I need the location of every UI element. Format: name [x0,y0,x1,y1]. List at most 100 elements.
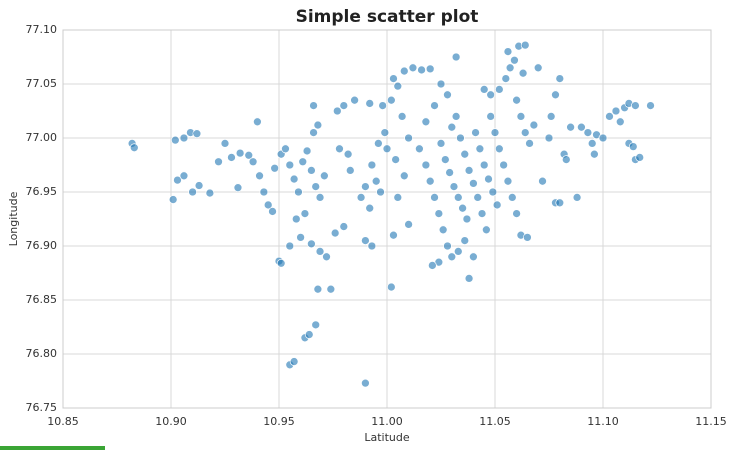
point [520,40,530,50]
x-tick-label: 10.95 [263,415,295,428]
point [482,225,491,235]
point [361,378,370,388]
point [544,133,554,143]
point [486,90,496,100]
point [415,144,424,154]
point [583,128,593,137]
point [449,182,459,191]
point [386,282,396,292]
point [572,193,582,202]
point [430,193,439,202]
point [253,117,262,127]
point [510,55,519,65]
point [503,47,513,56]
x-tick-label: 11.15 [695,415,727,428]
plot-frame [62,29,712,409]
point [490,128,500,137]
point [605,112,614,121]
point [436,79,446,89]
point [479,85,489,94]
point [518,68,528,78]
point [179,133,189,143]
point [397,112,407,121]
point [367,160,377,170]
point [404,133,413,143]
point [512,209,521,218]
point [447,252,457,262]
point [538,176,547,186]
point [173,175,182,185]
point [281,144,290,154]
point [393,81,403,91]
point [587,139,597,148]
point [451,52,461,62]
point [438,225,448,235]
point [302,146,312,156]
point [453,247,463,256]
point [380,128,390,137]
point [464,166,474,175]
point [304,330,314,339]
point [365,99,375,108]
point [503,176,513,186]
point [494,144,504,154]
point [408,63,418,73]
point [451,112,461,121]
point [425,176,435,186]
point [365,203,375,213]
point [520,128,530,137]
point [460,236,470,245]
point [389,230,398,240]
point [233,183,243,193]
point [525,139,534,148]
point [488,187,498,197]
point [294,187,303,197]
point [443,241,452,251]
point [611,106,621,116]
point [566,122,575,132]
point [214,157,223,167]
y-tick-label: 76.95 [26,185,58,198]
point [499,160,508,170]
point [285,160,295,170]
x-tick-label: 11.05 [479,415,511,428]
point [170,135,180,145]
point [378,101,388,110]
point [356,193,366,202]
point [469,252,478,262]
point [235,148,245,158]
point [404,220,413,229]
point [285,241,295,251]
point [361,236,370,245]
point [361,182,370,191]
point [477,209,487,218]
point [391,155,400,164]
point [313,120,323,130]
point [646,101,655,110]
point [421,160,431,170]
point [382,144,392,154]
point [492,200,502,210]
point [635,153,645,162]
progress-bar [0,446,105,450]
point [551,90,560,100]
point [445,168,454,177]
point [291,214,301,224]
point [313,284,323,294]
point [315,247,325,256]
point [326,284,336,294]
point [447,122,457,132]
point [425,64,435,74]
point [311,320,321,330]
point [205,188,215,198]
x-tick-label: 11.00 [371,415,403,428]
point [309,101,318,110]
y-tick-label: 77.10 [26,23,58,36]
point [577,122,586,132]
point [516,112,526,121]
point [188,187,197,197]
point [263,200,273,210]
point [289,357,299,366]
point [129,143,139,153]
